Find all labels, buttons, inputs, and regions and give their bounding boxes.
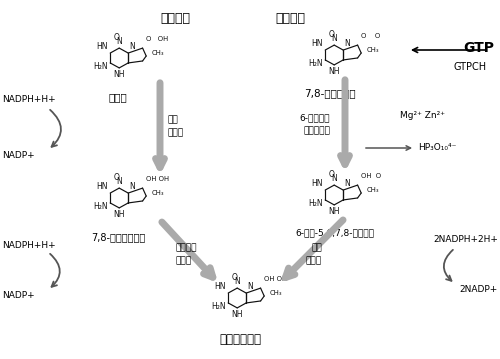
Text: H₂N: H₂N: [212, 302, 226, 312]
Text: HP₃O₁₀⁴⁻: HP₃O₁₀⁴⁻: [418, 144, 457, 153]
Text: CH₃: CH₃: [152, 50, 164, 56]
Text: HN: HN: [96, 42, 108, 51]
Text: NH: NH: [328, 67, 340, 76]
Text: HN: HN: [312, 39, 323, 48]
Text: N: N: [247, 282, 253, 291]
Text: O: O: [328, 170, 334, 179]
Text: CH₃: CH₃: [152, 190, 164, 196]
Text: NH: NH: [114, 70, 125, 79]
Text: 蝶呤: 蝶呤: [168, 116, 179, 125]
Text: OH  O: OH O: [360, 173, 380, 179]
Text: N: N: [129, 42, 135, 51]
Text: 补救途径: 补救途径: [160, 12, 190, 25]
Text: O: O: [328, 30, 334, 39]
Text: CH₃: CH₃: [366, 187, 379, 193]
Text: 7,8-二氢生物蝶呤: 7,8-二氢生物蝶呤: [91, 232, 145, 242]
Text: CH₃: CH₃: [270, 290, 282, 296]
Text: 2NADPH+2H+: 2NADPH+2H+: [433, 236, 498, 244]
Text: HN: HN: [214, 282, 226, 291]
Text: O    O: O O: [360, 33, 380, 39]
Text: N: N: [344, 39, 350, 48]
Text: N: N: [234, 277, 240, 286]
Text: N: N: [116, 37, 122, 46]
Text: 还原酶: 还原酶: [175, 256, 191, 266]
Text: NADPH+H+: NADPH+H+: [2, 241, 56, 250]
Text: NADPH+H+: NADPH+H+: [2, 95, 56, 104]
Text: GTP: GTP: [463, 41, 494, 55]
Text: 6-丙酮-5,6,7,8-四氢蝶呤: 6-丙酮-5,6,7,8-四氢蝶呤: [296, 228, 374, 237]
Text: 6-丙酮四氢: 6-丙酮四氢: [300, 113, 330, 122]
Text: O: O: [114, 173, 119, 182]
Text: HN: HN: [96, 182, 108, 191]
Text: NH: NH: [114, 210, 125, 219]
Text: CH₃: CH₃: [366, 47, 379, 53]
Text: 从头合成: 从头合成: [275, 12, 305, 25]
Text: 四氢生物蝶呤: 四氢生物蝶呤: [219, 333, 261, 346]
Text: N: N: [332, 34, 337, 43]
Text: 蝶呤合成酶: 蝶呤合成酶: [303, 126, 330, 135]
Text: NADP+: NADP+: [2, 150, 34, 159]
Text: GTPCH: GTPCH: [454, 62, 486, 72]
Text: 2NADP+: 2NADP+: [460, 285, 498, 294]
Text: 还原酶: 还原酶: [168, 129, 184, 137]
Text: OH OH: OH OH: [264, 276, 286, 282]
Text: N: N: [332, 174, 337, 183]
Text: NADP+: NADP+: [2, 290, 34, 299]
Text: NH: NH: [232, 310, 243, 319]
Text: 7,8-二氢新蝶呤: 7,8-二氢新蝶呤: [304, 88, 356, 98]
Text: O   OH: O OH: [146, 36, 168, 42]
Text: HN: HN: [312, 179, 323, 188]
Text: 蝶呤: 蝶呤: [311, 243, 322, 252]
Text: H₂N: H₂N: [308, 60, 323, 69]
Text: O: O: [232, 273, 237, 282]
Text: H₂N: H₂N: [308, 200, 323, 209]
Text: 墨蝶呤: 墨蝶呤: [108, 92, 128, 102]
Text: H₂N: H₂N: [94, 202, 108, 211]
Text: N: N: [129, 182, 135, 191]
Text: N: N: [116, 177, 122, 186]
Text: NH: NH: [328, 207, 340, 216]
Text: 二氢叶酸: 二氢叶酸: [175, 243, 197, 252]
Text: 还原酶: 还原酶: [306, 256, 322, 266]
Text: H₂N: H₂N: [94, 62, 108, 71]
Text: O: O: [114, 33, 119, 42]
Text: N: N: [344, 179, 350, 188]
Text: Mg²⁺ Zn²⁺: Mg²⁺ Zn²⁺: [400, 111, 445, 120]
Text: OH OH: OH OH: [146, 176, 169, 182]
